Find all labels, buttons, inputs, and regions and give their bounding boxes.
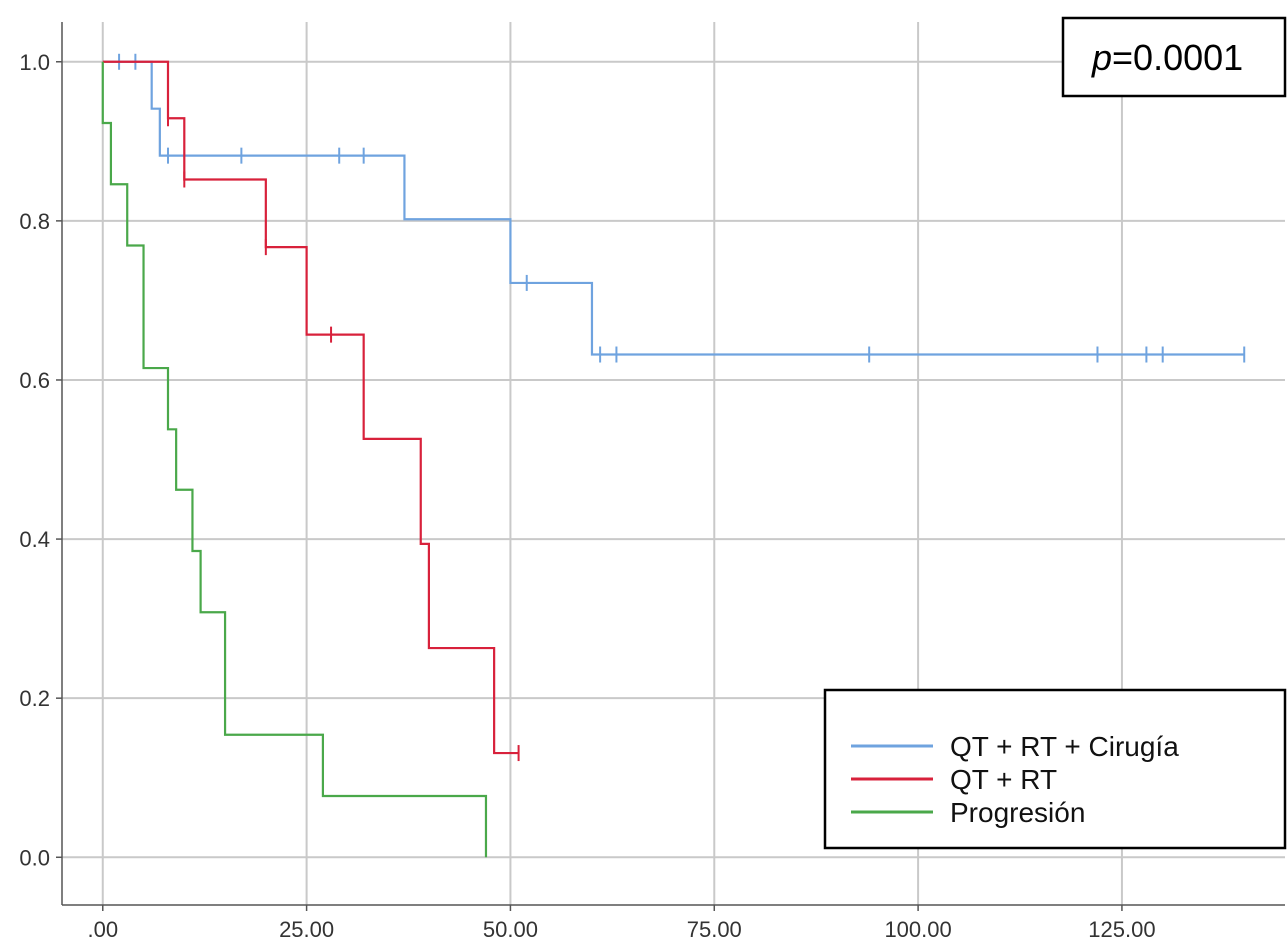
x-tick-label-5: 125.00 (1088, 917, 1155, 942)
y-tick-label-4: 0.8 (19, 209, 50, 234)
y-tick-label-3: 0.6 (19, 368, 50, 393)
x-tick-label-0: .00 (87, 917, 118, 942)
x-tick-label-4: 100.00 (884, 917, 951, 942)
legend: QT + RT + Cirugía QT + RT Progresión (823, 688, 1287, 850)
tick-labels: .00 25.00 50.00 75.00 100.00 125.00 0.0 0.2 0.4 0… (19, 50, 1155, 942)
gridlines (62, 22, 1285, 905)
x-tick-label-1: 25.00 (279, 917, 334, 942)
series-qt-rt (102, 60, 520, 762)
survival-curves (101, 53, 1246, 858)
p-value-box: p=0.0001 (1061, 16, 1287, 98)
y-tick-label-0: 0.0 (19, 845, 50, 870)
axes (56, 22, 1285, 911)
series-qt-rt-cirugia (102, 53, 1246, 363)
legend-label-qt-rt-cirugia: QT + RT + Cirugía (950, 731, 1179, 762)
curve-qt-rt (102, 60, 519, 755)
legend-frame (823, 688, 1287, 850)
p-value-number: =0.0001 (1112, 37, 1243, 78)
x-tick-label-3: 75.00 (687, 917, 742, 942)
y-tick-label-5: 1.0 (19, 50, 50, 75)
p-value-frame (1061, 16, 1287, 98)
curve-progresion (101, 61, 488, 858)
y-tick-label-2: 0.4 (19, 527, 50, 552)
x-tick-label-2: 50.00 (483, 917, 538, 942)
curve-qt-rt-cirugia (102, 60, 1245, 356)
p-value-label: p=0.0001 (1091, 37, 1243, 78)
legend-label-qt-rt: QT + RT (950, 764, 1057, 795)
y-tick-label-1: 0.2 (19, 686, 50, 711)
series-progresion (101, 61, 488, 858)
legend-label-progresion: Progresión (950, 797, 1085, 828)
p-value-symbol: p (1091, 37, 1112, 78)
